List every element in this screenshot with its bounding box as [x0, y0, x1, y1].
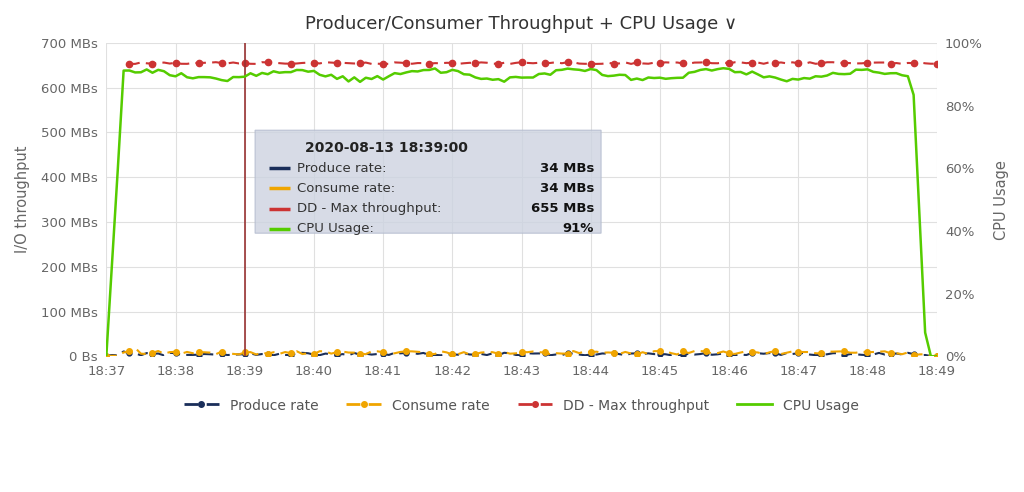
- Text: DD - Max throughput:: DD - Max throughput:: [297, 202, 441, 215]
- Text: 91%: 91%: [563, 222, 594, 235]
- Title: Producer/Consumer Throughput + CPU Usage ∨: Producer/Consumer Throughput + CPU Usage…: [305, 15, 737, 33]
- Legend: Produce rate, Consume rate, DD - Max throughput, CPU Usage: Produce rate, Consume rate, DD - Max thr…: [178, 393, 864, 418]
- Text: 34 MBs: 34 MBs: [540, 182, 594, 195]
- Text: 655 MBs: 655 MBs: [530, 202, 594, 215]
- Y-axis label: I/O throughput: I/O throughput: [15, 146, 30, 253]
- Y-axis label: CPU Usage: CPU Usage: [994, 160, 1009, 240]
- Text: Consume rate:: Consume rate:: [297, 182, 394, 195]
- Text: 34 MBs: 34 MBs: [540, 162, 594, 175]
- FancyBboxPatch shape: [255, 130, 601, 233]
- Text: 2020-08-13 18:39:00: 2020-08-13 18:39:00: [305, 141, 468, 155]
- Text: CPU Usage:: CPU Usage:: [297, 222, 374, 235]
- Text: Produce rate:: Produce rate:: [297, 162, 386, 175]
